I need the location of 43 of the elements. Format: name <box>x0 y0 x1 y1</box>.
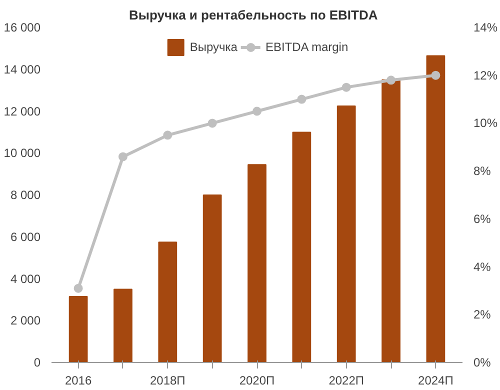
y-tick-label: 2 000 <box>10 314 41 328</box>
point <box>74 284 83 293</box>
y2-tick-label: 12% <box>474 68 498 82</box>
point <box>297 94 306 104</box>
x-tick-label: 2024П <box>418 374 454 388</box>
x-tick-label: 2016 <box>64 374 92 388</box>
point <box>163 130 172 140</box>
point <box>252 106 262 116</box>
y-tick-label: 4 000 <box>10 272 41 286</box>
x-tick-label: 2022П <box>328 374 364 388</box>
y2-tick-label: 14% <box>474 20 498 34</box>
bar <box>292 132 312 362</box>
y2-tick-label: 2% <box>474 308 492 322</box>
bar <box>382 79 400 362</box>
y2-tick-label: 0% <box>474 356 492 370</box>
y-tick-label: 6 000 <box>10 230 41 244</box>
y-tick-label: 12 000 <box>4 104 41 118</box>
point <box>208 118 217 128</box>
y-tick-label: 0 <box>34 356 41 370</box>
bar <box>426 55 446 362</box>
y2-tick-label: 8% <box>474 164 492 178</box>
bar <box>158 242 178 362</box>
bar <box>68 296 88 362</box>
x-tick-label: 2020П <box>239 374 275 388</box>
bar <box>248 164 266 362</box>
y-tick-label: 8 000 <box>10 188 41 202</box>
bar <box>336 106 356 362</box>
legend-label: Выручка <box>190 40 238 54</box>
legend-label: EBITDA margin <box>265 40 348 54</box>
y-tick-label: 10 000 <box>4 146 41 160</box>
chart-title: Выручка и рентабельность по EBITDA <box>129 8 378 22</box>
point <box>386 76 396 85</box>
bar <box>202 194 222 362</box>
y2-tick-label: 4% <box>474 260 492 274</box>
y-tick-label: 14 000 <box>4 62 41 76</box>
point <box>431 70 440 80</box>
y2-tick-label: 10% <box>474 116 498 130</box>
point <box>342 82 351 92</box>
y2-tick-label: 6% <box>474 212 492 226</box>
point <box>118 152 128 162</box>
bar <box>114 288 132 362</box>
x-tick-label: 2018П <box>150 374 186 388</box>
y-tick-label: 16 000 <box>4 20 41 34</box>
